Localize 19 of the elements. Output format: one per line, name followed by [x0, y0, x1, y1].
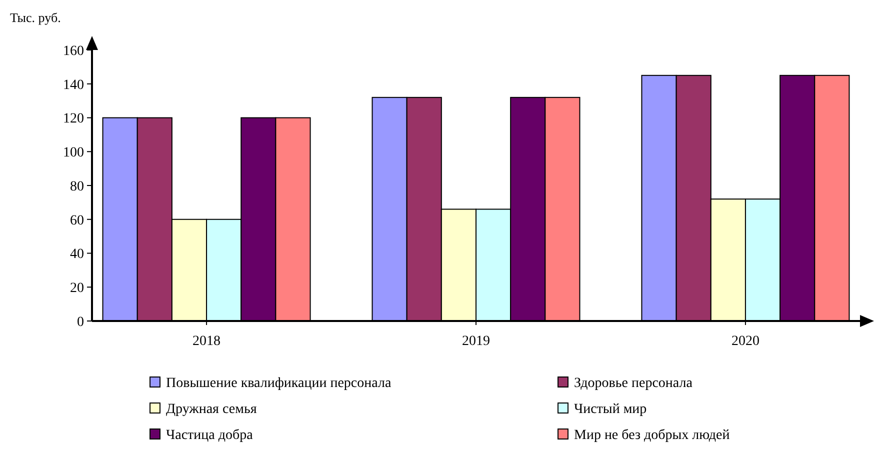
x-tick-label: 2020 — [731, 334, 760, 349]
y-tick-label: 20 — [70, 281, 84, 296]
legend-label: Частица добра — [166, 428, 254, 443]
y-tick-label: 40 — [70, 247, 84, 262]
y-tick-label: 60 — [70, 213, 84, 228]
legend-label: Повышение квалификации персонала — [166, 376, 392, 391]
x-tick-label: 2018 — [192, 334, 221, 349]
legend-label: Здоровье персонала — [574, 376, 694, 391]
y-tick-label: 160 — [63, 44, 84, 59]
legend-label: Чистый мир — [574, 402, 647, 417]
legend-label: Мир не без добрых людей — [574, 428, 730, 443]
y-tick-label: 0 — [77, 314, 84, 330]
x-tick-label: 2019 — [462, 334, 490, 349]
y-tick-label: 120 — [63, 112, 84, 127]
y-axis-title: Тыс. руб. — [10, 10, 61, 25]
legend-label: Дружная семья — [166, 402, 258, 417]
y-tick-label: 80 — [70, 179, 84, 194]
y-tick-label: 100 — [63, 146, 84, 161]
y-tick-label: 140 — [63, 78, 84, 93]
